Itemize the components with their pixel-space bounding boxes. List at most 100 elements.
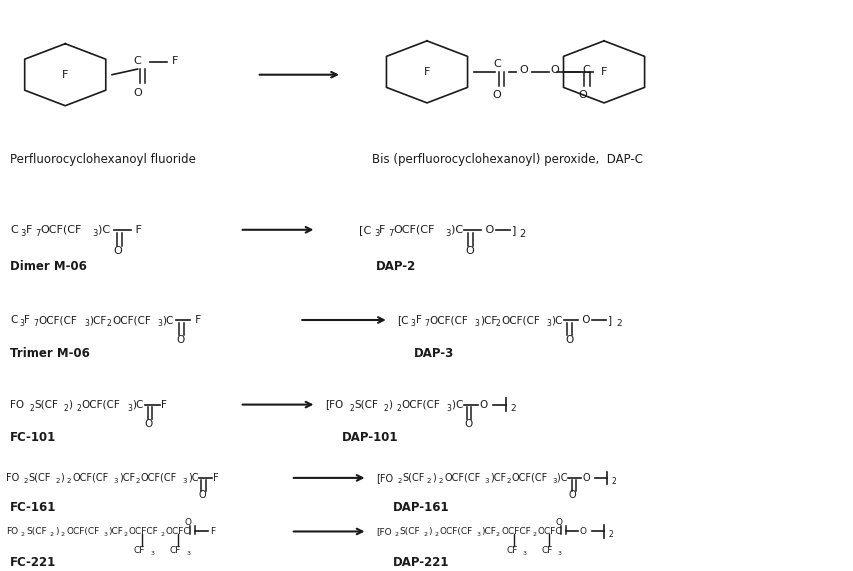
Text: 2: 2 [423,532,427,537]
Text: [FO: [FO [375,527,391,536]
Text: DAP-3: DAP-3 [414,347,454,360]
Text: S(CF: S(CF [26,527,47,536]
Text: 2: 2 [510,404,515,413]
Text: 2: 2 [63,404,68,413]
Text: 2: 2 [107,319,112,328]
Text: DAP-101: DAP-101 [341,431,397,444]
Text: 3: 3 [157,319,162,328]
Text: O: O [577,90,587,100]
Text: 3: 3 [476,532,479,537]
Text: F: F [213,473,218,483]
Text: )C: )C [551,315,562,325]
Text: FC-101: FC-101 [10,431,56,444]
Text: 3: 3 [20,229,26,238]
Text: ]: ] [512,225,516,235]
Text: [C: [C [397,315,409,325]
Text: ): ) [428,527,432,536]
Text: S(CF: S(CF [354,400,378,409]
Text: )C: )C [132,400,143,409]
Text: OCF(CF: OCF(CF [81,400,120,409]
Text: F: F [423,67,430,77]
Text: S(CF: S(CF [34,400,58,409]
Text: 2: 2 [61,532,65,537]
Text: 7: 7 [33,319,38,328]
Text: OCF(CF: OCF(CF [393,225,435,235]
Text: 3: 3 [445,229,450,238]
Text: S(CF: S(CF [29,473,51,483]
Text: 2: 2 [496,532,499,537]
Text: OCF(CF: OCF(CF [40,225,82,235]
Text: 3: 3 [552,478,556,484]
Text: O: O [519,65,527,75]
Text: 3: 3 [522,551,525,556]
Text: OCF(CF: OCF(CF [66,527,99,536]
Text: OCF(CF: OCF(CF [112,315,151,325]
Text: 2: 2 [349,404,354,413]
Text: Trimer M-06: Trimer M-06 [10,347,90,360]
Text: OCFCF: OCFCF [501,527,531,536]
Text: F: F [161,400,167,409]
Text: F: F [132,225,142,235]
Text: )C: )C [162,315,173,325]
Text: Dimer M-06: Dimer M-06 [10,260,87,273]
Text: 2: 2 [519,229,525,239]
Text: F: F [415,315,421,325]
Text: 2: 2 [434,532,438,537]
Text: ): ) [55,527,59,536]
Text: 7: 7 [424,319,429,328]
Text: [FO: [FO [375,473,392,483]
Text: 3: 3 [546,319,550,328]
Text: S(CF: S(CF [399,527,420,536]
Text: C: C [10,315,17,325]
Text: F: F [601,67,606,77]
Text: Perfluorocyclohexanoyl fluoride: Perfluorocyclohexanoyl fluoride [10,153,195,166]
Text: 2: 2 [396,404,401,413]
Text: 2: 2 [532,532,536,537]
Text: )CF: )CF [479,315,496,325]
Text: FC-161: FC-161 [10,501,56,514]
Text: 2: 2 [30,404,34,413]
Text: O: O [479,400,487,409]
Text: 3: 3 [103,532,107,537]
Text: 2: 2 [426,478,431,484]
Text: OCF(CF: OCF(CF [72,473,108,483]
Text: OCF(CF: OCF(CF [501,315,539,325]
Text: O: O [464,419,473,429]
Text: O: O [184,518,191,527]
Text: )CF: )CF [108,527,124,536]
Text: O: O [144,419,153,429]
Text: 3: 3 [113,478,118,484]
Text: S(CF: S(CF [402,473,424,483]
Text: 3: 3 [84,319,89,328]
Text: )CF: )CF [119,473,135,483]
Text: O: O [564,335,572,345]
Text: C: C [134,56,142,66]
Text: )C: )C [451,400,466,409]
Text: 3: 3 [474,319,479,328]
Text: 3: 3 [374,229,379,238]
Text: 2: 2 [160,532,165,537]
Text: O: O [550,65,559,75]
Text: OCFC: OCFC [165,527,190,536]
Text: )CF: )CF [89,315,106,325]
Text: )C: )C [450,225,466,235]
Text: F: F [379,225,386,235]
Text: [C: [C [358,225,371,235]
Text: [FO: [FO [324,400,343,409]
Text: FO: FO [10,400,24,409]
Text: CF: CF [169,546,180,555]
Text: 2: 2 [394,532,398,537]
Text: F: F [62,70,68,80]
Text: O: O [492,90,501,100]
Text: O: O [482,225,494,235]
Text: 3: 3 [150,551,154,556]
Text: 2: 2 [506,478,510,484]
Text: F: F [210,527,215,536]
Text: OCF(CF: OCF(CF [429,315,467,325]
Text: FO: FO [6,473,19,483]
Text: 3: 3 [92,229,98,238]
Text: 2: 2 [607,530,612,539]
Text: F: F [192,315,201,325]
Text: OCFCF: OCFCF [128,527,158,536]
Text: O: O [176,335,184,345]
